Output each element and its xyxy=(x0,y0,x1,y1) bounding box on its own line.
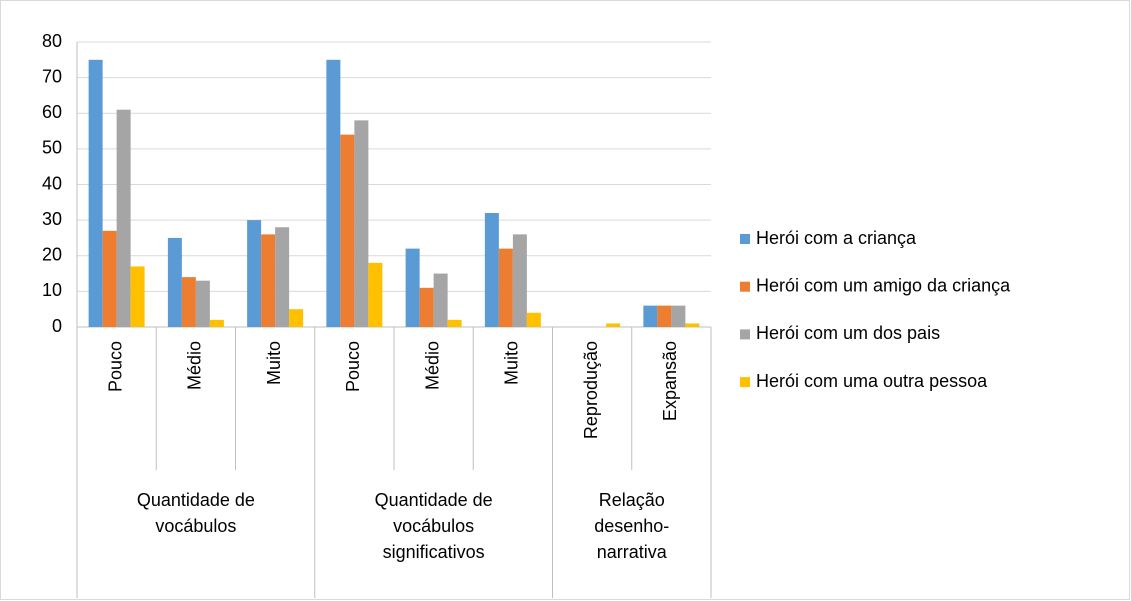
bar xyxy=(657,305,672,327)
bar xyxy=(498,248,513,327)
y-tick-label: 20 xyxy=(42,245,62,265)
bar xyxy=(512,234,527,327)
bar xyxy=(606,323,621,327)
x-tick-label: Pouco xyxy=(343,341,363,392)
bar xyxy=(116,109,131,327)
bar xyxy=(484,213,499,327)
x-tick-label: Muito xyxy=(502,341,522,385)
bar xyxy=(88,59,103,327)
x-tick-label: Muito xyxy=(264,341,284,385)
y-tick-label: 70 xyxy=(42,66,62,86)
legend-swatch xyxy=(740,234,750,244)
y-tick-label: 40 xyxy=(42,173,62,193)
y-tick-label: 50 xyxy=(42,138,62,158)
bar xyxy=(275,227,290,327)
bar xyxy=(433,273,448,327)
bar xyxy=(326,59,341,327)
y-tick-label: 60 xyxy=(42,102,62,122)
legend-swatch xyxy=(740,281,750,292)
y-tick-label: 80 xyxy=(42,31,62,51)
bar xyxy=(195,280,210,327)
x-tick-label: Pouco xyxy=(105,341,125,392)
bar xyxy=(368,262,383,327)
bar xyxy=(671,305,686,327)
bar xyxy=(526,312,541,327)
group-label: Quantidade de vocábulos xyxy=(136,490,255,536)
bar xyxy=(289,309,304,327)
legend-swatch xyxy=(740,329,750,340)
x-tick-label: Médio xyxy=(422,341,442,390)
bar xyxy=(209,319,224,327)
legend-label: Herói com um amigo da criança xyxy=(756,275,1011,295)
legend-label: Herói com a criança xyxy=(756,228,917,248)
bar xyxy=(130,266,145,327)
y-tick-label: 10 xyxy=(42,280,62,300)
bar xyxy=(102,230,117,327)
group-label: Relação desenho-narrativa xyxy=(594,490,670,562)
x-tick-label: Expansão xyxy=(660,341,680,421)
y-tick-label: 0 xyxy=(52,316,62,336)
bar xyxy=(643,305,658,327)
x-tick-label: Médio xyxy=(185,341,205,390)
group-label: Quantidade de vocábulos significativos xyxy=(374,490,493,562)
x-tick-label: Reprodução xyxy=(581,341,601,439)
bar xyxy=(354,120,369,327)
y-tick-label: 30 xyxy=(42,209,62,229)
bar xyxy=(419,287,434,327)
bar xyxy=(340,134,355,327)
bar xyxy=(167,237,182,327)
bar xyxy=(261,234,276,327)
bar xyxy=(181,277,196,327)
bar xyxy=(247,220,262,327)
bar xyxy=(405,248,420,327)
legend-swatch xyxy=(740,377,750,388)
legend-label: Herói com um dos pais xyxy=(756,323,940,343)
legend-label: Herói com uma outra pessoa xyxy=(756,371,988,391)
bar xyxy=(447,319,462,327)
bar xyxy=(685,323,700,327)
